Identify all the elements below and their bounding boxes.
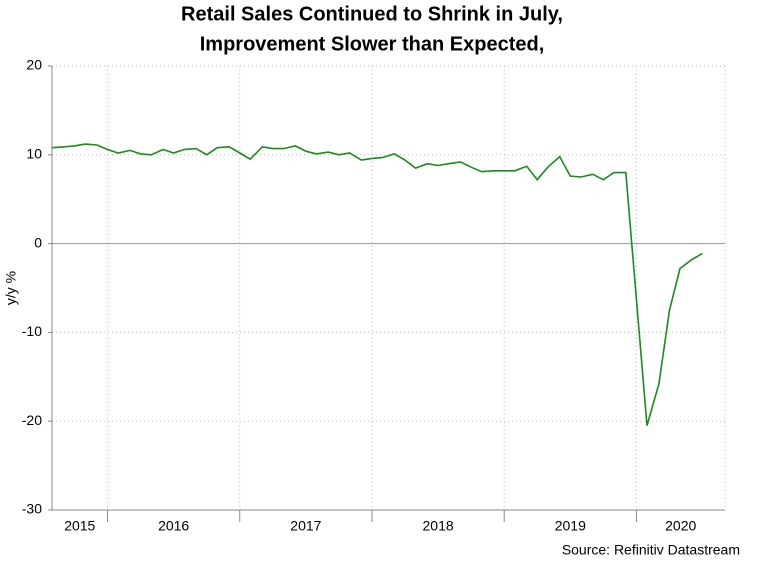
x-tick-label: 2016 bbox=[158, 518, 189, 534]
x-tick-label: 2018 bbox=[423, 518, 454, 534]
y-tick-label: 10 bbox=[26, 146, 42, 162]
source-note: Source: Refinitiv Datastream bbox=[562, 542, 740, 558]
x-tick-label: 2020 bbox=[665, 518, 696, 534]
chart-title: Retail Sales Continued to Shrink in July… bbox=[181, 3, 563, 25]
x-tick-label: 2017 bbox=[290, 518, 321, 534]
x-tick-label: 2015 bbox=[64, 518, 95, 534]
y-tick-label: -30 bbox=[22, 501, 42, 517]
y-axis-label: y/y % bbox=[3, 271, 19, 305]
y-tick-label: 0 bbox=[34, 234, 42, 250]
y-tick-label: 20 bbox=[26, 57, 42, 73]
y-tick-label: -20 bbox=[22, 412, 42, 428]
y-tick-label: -10 bbox=[22, 323, 42, 339]
x-tick-label: 2019 bbox=[555, 518, 586, 534]
chart-title: Improvement Slower than Expected, bbox=[200, 33, 545, 55]
data-line bbox=[51, 143, 703, 426]
